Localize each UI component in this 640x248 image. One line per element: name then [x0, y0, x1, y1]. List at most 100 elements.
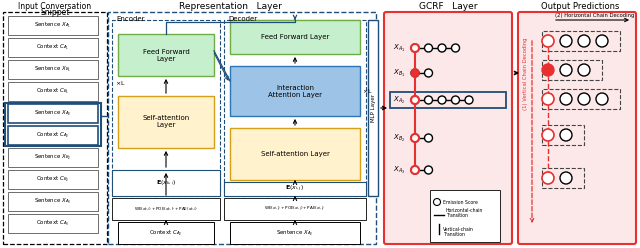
- Bar: [8, 126, 98, 145]
- Circle shape: [560, 172, 572, 184]
- Bar: [542, 60, 602, 80]
- Bar: [8, 60, 98, 79]
- Circle shape: [424, 69, 433, 77]
- Text: Self-attention Layer: Self-attention Layer: [260, 151, 330, 157]
- Bar: [542, 31, 620, 51]
- Text: Context $C_{A_1}$: Context $C_{A_1}$: [36, 43, 70, 52]
- Bar: [112, 170, 220, 196]
- Circle shape: [411, 44, 419, 52]
- Text: Feed Forward Layer: Feed Forward Layer: [261, 34, 329, 40]
- Circle shape: [411, 166, 419, 174]
- Circle shape: [542, 64, 554, 76]
- Bar: [3, 12, 107, 244]
- Circle shape: [451, 96, 460, 104]
- Text: Representation   Layer: Representation Layer: [179, 2, 282, 11]
- Bar: [118, 222, 214, 244]
- Bar: [390, 92, 506, 108]
- Text: $X_{A_1}$: $X_{A_1}$: [393, 42, 405, 54]
- Text: Sentence $X_{A_3}$: Sentence $X_{A_3}$: [35, 197, 72, 206]
- Text: Context $C_{A_3}$: Context $C_{A_3}$: [36, 219, 70, 228]
- Bar: [8, 170, 98, 189]
- Circle shape: [424, 134, 433, 142]
- Bar: [118, 96, 214, 148]
- Circle shape: [465, 96, 473, 104]
- Bar: [108, 12, 376, 244]
- Text: $\mathbf{E}(x_{k,i})$: $\mathbf{E}(x_{k,i})$: [156, 179, 176, 187]
- Circle shape: [578, 35, 590, 47]
- Bar: [224, 20, 366, 196]
- Circle shape: [542, 129, 554, 141]
- Bar: [230, 128, 360, 180]
- Text: Snippet: Snippet: [40, 8, 70, 17]
- Bar: [8, 38, 98, 57]
- Bar: [8, 16, 98, 35]
- Text: Context $C_{B_1}$: Context $C_{B_1}$: [36, 87, 70, 96]
- Bar: [230, 20, 360, 54]
- Bar: [542, 125, 584, 145]
- Text: Context $C_{B_2}$: Context $C_{B_2}$: [36, 175, 70, 184]
- Circle shape: [424, 44, 433, 52]
- Text: Encoder: Encoder: [116, 16, 145, 22]
- Text: Decoder: Decoder: [228, 16, 257, 22]
- Text: $X_{B_1}$: $X_{B_1}$: [393, 67, 405, 79]
- Circle shape: [578, 64, 590, 76]
- Bar: [8, 148, 98, 167]
- Text: $\times$L: $\times$L: [115, 79, 125, 87]
- Text: $X_{A_2}$: $X_{A_2}$: [393, 94, 405, 105]
- Text: $X_{A_3}$: $X_{A_3}$: [393, 164, 405, 176]
- Circle shape: [433, 198, 440, 206]
- Bar: [112, 20, 220, 196]
- Circle shape: [411, 134, 419, 142]
- Circle shape: [596, 35, 608, 47]
- Circle shape: [560, 129, 572, 141]
- Bar: [224, 198, 366, 220]
- Text: GCRF   Layer: GCRF Layer: [419, 2, 477, 11]
- Bar: [224, 182, 366, 196]
- Circle shape: [411, 96, 419, 104]
- Circle shape: [411, 166, 419, 174]
- Text: Emission Score: Emission Score: [443, 199, 478, 205]
- Circle shape: [424, 96, 433, 104]
- Text: Input Conversation: Input Conversation: [19, 2, 92, 11]
- FancyBboxPatch shape: [384, 12, 512, 244]
- Circle shape: [438, 44, 446, 52]
- Text: $\times$L: $\times$L: [362, 87, 372, 95]
- Text: $X_{B_2}$: $X_{B_2}$: [393, 132, 405, 144]
- FancyBboxPatch shape: [518, 12, 636, 244]
- Circle shape: [596, 93, 608, 105]
- Bar: [430, 190, 500, 242]
- Bar: [5, 103, 101, 146]
- Circle shape: [424, 166, 433, 174]
- Text: Sentence $X_{B_2}$: Sentence $X_{B_2}$: [35, 153, 72, 162]
- Text: Sentence $X_{A_2}$: Sentence $X_{A_2}$: [35, 109, 72, 118]
- Text: Feed Forward
Layer: Feed Forward Layer: [143, 49, 189, 62]
- Text: Context $C_{A_2}$: Context $C_{A_2}$: [149, 228, 182, 238]
- Text: Sentence $X_{A_1}$: Sentence $X_{A_1}$: [35, 21, 72, 30]
- Circle shape: [560, 64, 572, 76]
- Circle shape: [438, 96, 446, 104]
- Bar: [112, 198, 220, 220]
- Text: $\mathbf{E}(x_{i,j})$: $\mathbf{E}(x_{i,j})$: [285, 184, 305, 194]
- Circle shape: [560, 93, 572, 105]
- Circle shape: [560, 35, 572, 47]
- Bar: [8, 82, 98, 101]
- Circle shape: [542, 93, 554, 105]
- Text: (2) Horizontal Chain Decoding: (2) Horizontal Chain Decoding: [555, 13, 634, 18]
- Bar: [8, 192, 98, 211]
- Circle shape: [411, 44, 419, 52]
- Circle shape: [411, 96, 419, 104]
- Text: Context $C_{A_2}$: Context $C_{A_2}$: [36, 131, 70, 140]
- Circle shape: [411, 69, 419, 77]
- Bar: [542, 89, 620, 109]
- Circle shape: [411, 69, 419, 77]
- Text: Vertical-chain
Transition: Vertical-chain Transition: [443, 227, 474, 237]
- Circle shape: [578, 93, 590, 105]
- Bar: [118, 34, 214, 76]
- Bar: [8, 214, 98, 233]
- Bar: [230, 222, 360, 244]
- Bar: [368, 20, 378, 196]
- Text: Horizontal-chain
Transition: Horizontal-chain Transition: [446, 208, 483, 218]
- Circle shape: [411, 134, 419, 142]
- Bar: [230, 66, 360, 116]
- Text: Sentence $X_{A_2}$: Sentence $X_{A_2}$: [276, 228, 314, 238]
